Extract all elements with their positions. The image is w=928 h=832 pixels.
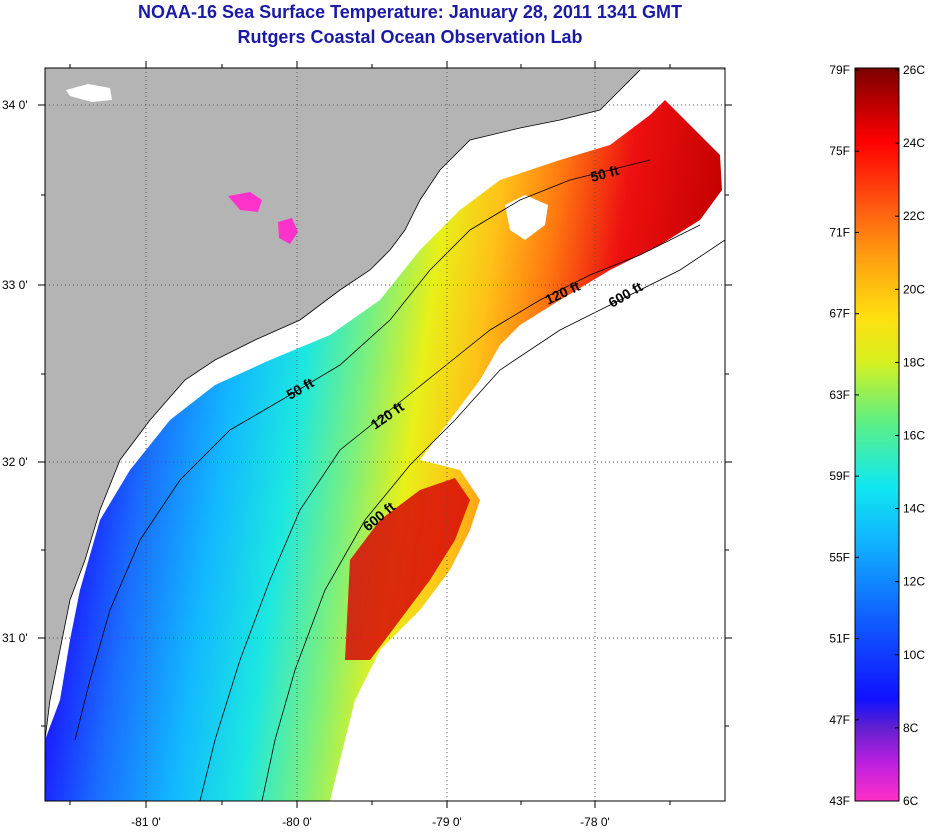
colorbar-fahrenheit-label: 79F [829, 63, 850, 77]
colorbar-celsius-label: 10C [903, 648, 925, 662]
colorbar-fahrenheit-label: 43F [829, 794, 850, 808]
inland-water [66, 84, 112, 102]
colorbar-celsius-label: 8C [903, 721, 919, 735]
contour-120ft [199, 224, 701, 801]
map-tick-marks [38, 61, 732, 808]
colorbar-celsius-label: 18C [903, 355, 925, 369]
contour-600ft [261, 239, 725, 801]
lat-tick-label: 34 0' [2, 98, 28, 112]
contour-50ft [74, 159, 651, 741]
colorbar-fahrenheit-label: 75F [829, 144, 850, 158]
colorbar-celsius-label: 20C [903, 282, 925, 296]
gulf-stream-warm-core [345, 478, 470, 660]
colorbar-celsius-label: 26C [903, 63, 925, 77]
colorbar-celsius-label: 16C [903, 429, 925, 443]
land-area [45, 68, 725, 740]
sst-swath [45, 100, 722, 801]
lat-tick-label: 32 0' [2, 455, 28, 469]
map-title: NOAA-16 Sea Surface Temperature: January… [138, 2, 682, 22]
inland-water [228, 192, 262, 212]
colorbar-celsius-label: 6C [903, 794, 919, 808]
map-grid [45, 68, 725, 801]
lat-tick-label: 31 0' [2, 631, 28, 645]
lon-tick-label: -78 0' [580, 815, 610, 829]
colorbar [854, 67, 900, 802]
colorbar-celsius-label: 12C [903, 575, 925, 589]
colorbar-fahrenheit-label: 47F [829, 713, 850, 727]
cloud-gap [335, 235, 725, 801]
lon-tick-label: -79 0' [432, 815, 462, 829]
colorbar-fahrenheit-label: 59F [829, 469, 850, 483]
colorbar-fahrenheit-label: 55F [829, 550, 850, 564]
lon-tick-label: -81 0' [131, 815, 161, 829]
colorbar-fahrenheit-label: 51F [829, 632, 850, 646]
colorbar-fahrenheit-label: 71F [829, 225, 850, 239]
contour-label-50ft-north: 50 ft [589, 162, 621, 185]
colorbar-celsius-labels: 26C 24C 22C 20C 18C 16C 14C 12C 10C 8C 6C [895, 63, 925, 808]
colorbar-fahrenheit-label: 67F [829, 307, 850, 321]
colorbar-celsius-label: 22C [903, 209, 925, 223]
cloud-gap [505, 195, 548, 240]
lat-tick-label: 33 0' [2, 278, 28, 292]
inland-water [278, 218, 298, 244]
coastline [45, 69, 641, 741]
colorbar-celsius-label: 14C [903, 502, 925, 516]
lon-tick-label: -80 0' [282, 815, 312, 829]
colorbar-fahrenheit-labels: 79F 75F 71F 67F 63F 59F 55F 51F 47F 43F [829, 63, 859, 808]
colorbar-fahrenheit-label: 63F [829, 388, 850, 402]
colorbar-celsius-label: 24C [903, 136, 925, 150]
map-frame [44, 67, 726, 802]
map-subtitle: Rutgers Coastal Ocean Observation Lab [237, 27, 583, 47]
